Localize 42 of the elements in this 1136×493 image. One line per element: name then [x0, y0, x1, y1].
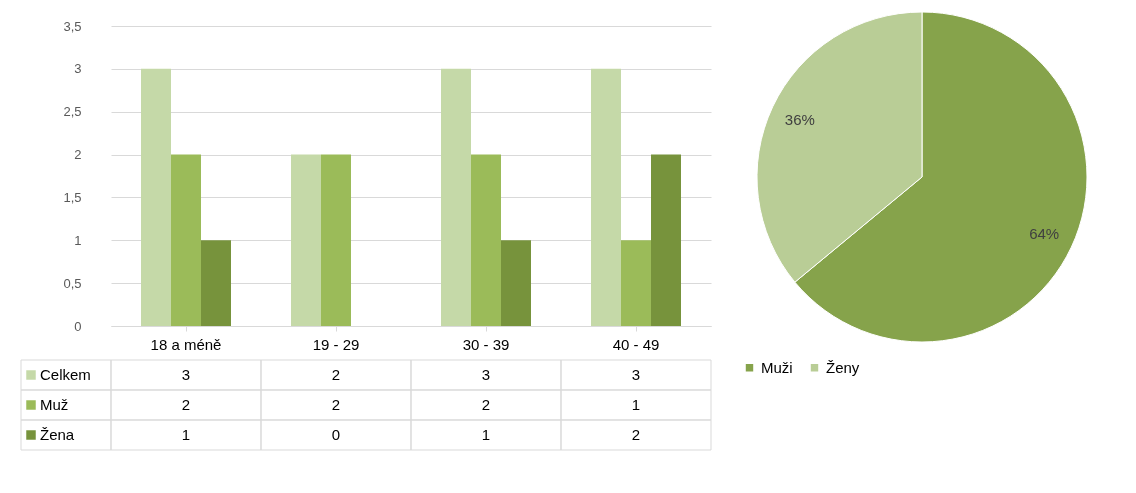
legend-label: Muž: [40, 396, 69, 413]
y-tick-label: 2: [74, 147, 82, 163]
data-label: 2: [331, 396, 341, 413]
bar: [651, 154, 681, 326]
data-label: 3: [481, 366, 491, 383]
bar: [621, 240, 651, 326]
data-label: 1: [181, 426, 191, 443]
bar: [141, 68, 171, 326]
y-tick-label: 3,5: [63, 18, 82, 34]
data-label: 2: [331, 366, 341, 383]
y-tick-label: 1,5: [63, 189, 82, 205]
data-label: 0: [331, 426, 341, 443]
data-label: 1: [631, 396, 641, 413]
legend-label: Celkem: [40, 366, 91, 383]
bar: [291, 154, 321, 326]
data-label: 64%: [1029, 225, 1060, 243]
y-tick-label: 1: [74, 232, 82, 248]
data-label: 1: [481, 426, 491, 443]
data-label: 3: [181, 366, 191, 383]
x-tick-label: 40 - 49: [612, 335, 660, 353]
data-label: 36%: [784, 110, 815, 128]
bar: [591, 68, 621, 326]
bar: [471, 154, 501, 326]
bar: [321, 154, 351, 326]
y-tick-label: 2,5: [63, 104, 82, 120]
legend-label: Žena: [40, 426, 75, 443]
data-label: 2: [181, 396, 191, 413]
data-label: 2: [481, 396, 491, 413]
data-label: 3: [631, 366, 641, 383]
bar: [501, 240, 531, 326]
y-tick-label: 0: [74, 318, 82, 334]
y-tick-label: 0,5: [63, 275, 82, 291]
legend-label: Ženy: [826, 358, 860, 376]
x-tick-label: 30 - 39: [462, 335, 510, 353]
data-label: 2: [631, 426, 641, 443]
y-tick-label: 3: [74, 61, 82, 77]
bar: [201, 240, 231, 326]
bar: [171, 154, 201, 326]
bar: [441, 68, 471, 326]
legend-label: Muži: [761, 358, 793, 376]
x-tick-label: 18 a méně: [150, 335, 222, 353]
x-tick-label: 19 - 29: [312, 335, 360, 353]
